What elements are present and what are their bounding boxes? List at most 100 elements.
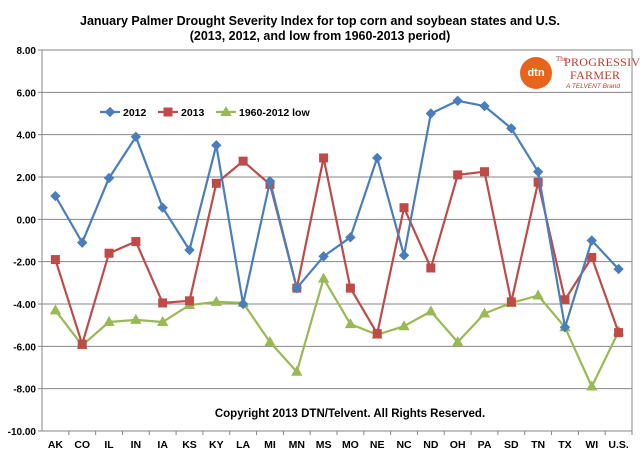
series-line-2013 [54,156,620,346]
x-tick-label: IN [131,439,142,451]
data-point [344,318,357,329]
x-tick-label: MS [316,439,332,451]
data-point [104,248,114,258]
data-point [264,336,276,347]
data-point [586,235,597,246]
data-point [131,237,141,247]
data-point [478,307,491,318]
data-point [103,172,115,184]
copyright-notice: Copyright 2013 DTN/Telvent. All Rights R… [214,408,486,420]
data-point [158,298,168,308]
data-point [238,156,248,166]
data-point [211,178,221,188]
data-point [479,100,490,112]
data-point [453,170,463,180]
y-tick-label: -4.00 [13,300,36,311]
legend-marker [220,105,232,116]
logo-brand: A TELVENT Brand [566,83,620,90]
data-point [452,95,463,107]
y-tick-label: 6.00 [17,88,37,99]
data-point [184,244,195,256]
legend-marker [104,106,116,118]
x-tick-label: MI [264,439,276,451]
data-point [264,176,276,187]
data-point [185,296,194,306]
legend-marker [163,107,173,117]
data-point [480,167,489,177]
data-point [50,255,60,265]
data-point [130,313,142,324]
chart-title-line2: (2013, 2012, and low from 1960-2013 peri… [189,29,451,43]
y-tick-label: -6.00 [13,342,36,353]
data-point [157,202,168,213]
dtn-logo-mark: dtn [520,57,552,89]
x-tick-label: MN [289,439,305,451]
data-point [103,315,115,326]
data-point [399,203,409,213]
data-point [506,123,517,134]
data-point [291,365,303,376]
x-tick-label: LA [236,439,250,451]
data-point [318,251,329,262]
data-point [50,190,61,202]
logo-the: The [556,55,567,63]
data-point [211,140,222,151]
data-point [452,336,464,347]
x-tick-label: TN [531,439,545,451]
x-tick-label: IL [104,439,114,451]
data-point [317,272,330,283]
x-tick-label: PA [478,439,492,451]
legend-label: 2013 [181,107,205,119]
x-tick-label: SD [504,439,519,451]
data-point [425,305,437,316]
data-point [77,339,87,349]
data-point [157,315,169,326]
data-point [532,289,544,300]
x-tick-label: TX [558,439,571,451]
data-point [398,320,410,331]
data-point [613,263,624,275]
logo-name-line2: FARMER [570,68,621,82]
y-tick-label: -8.00 [13,385,36,396]
legend-label: 2012 [123,107,147,119]
data-point [345,283,355,293]
data-point [372,329,382,339]
data-point [372,152,383,164]
y-tick-label: -10.00 [8,427,37,438]
data-point [559,322,571,333]
x-tick-label: WI [585,439,598,451]
data-point [532,166,544,177]
y-tick-label: 2.00 [17,173,37,184]
data-point [130,131,142,142]
data-point [291,282,302,294]
x-tick-label: OH [450,439,466,451]
x-tick-label: U.S. [608,439,629,451]
data-point [426,263,436,273]
data-point [49,304,62,315]
x-tick-label: NC [396,439,412,451]
y-tick-label: -2.00 [13,258,36,269]
data-point [587,252,597,262]
progressive-farmer-logo: dtn The PROGRESSIVE FARMER A TELVENT Bra… [520,55,640,95]
legend-label: 1960-2012 low [239,107,310,119]
x-tick-label: KY [209,439,224,451]
x-tick-label: AK [48,439,64,451]
x-tick-label: KS [182,439,197,451]
x-tick-label: MO [342,439,359,451]
x-tick-label: NE [370,439,385,451]
y-tick-label: 4.00 [17,131,37,142]
y-tick-label: 8.00 [17,46,37,57]
data-point [560,295,570,305]
data-point [237,298,249,310]
data-point [345,232,356,243]
data-point [586,380,598,391]
chart-title-line1: January Palmer Drought Severity Index fo… [80,14,560,28]
x-tick-label: IA [157,439,168,451]
series-line-1960-2012-low [54,277,620,388]
data-point [425,108,437,119]
y-tick-label: 0.00 [17,215,37,226]
data-point [614,328,624,338]
data-point [77,237,88,248]
x-tick-label: ND [423,439,439,451]
